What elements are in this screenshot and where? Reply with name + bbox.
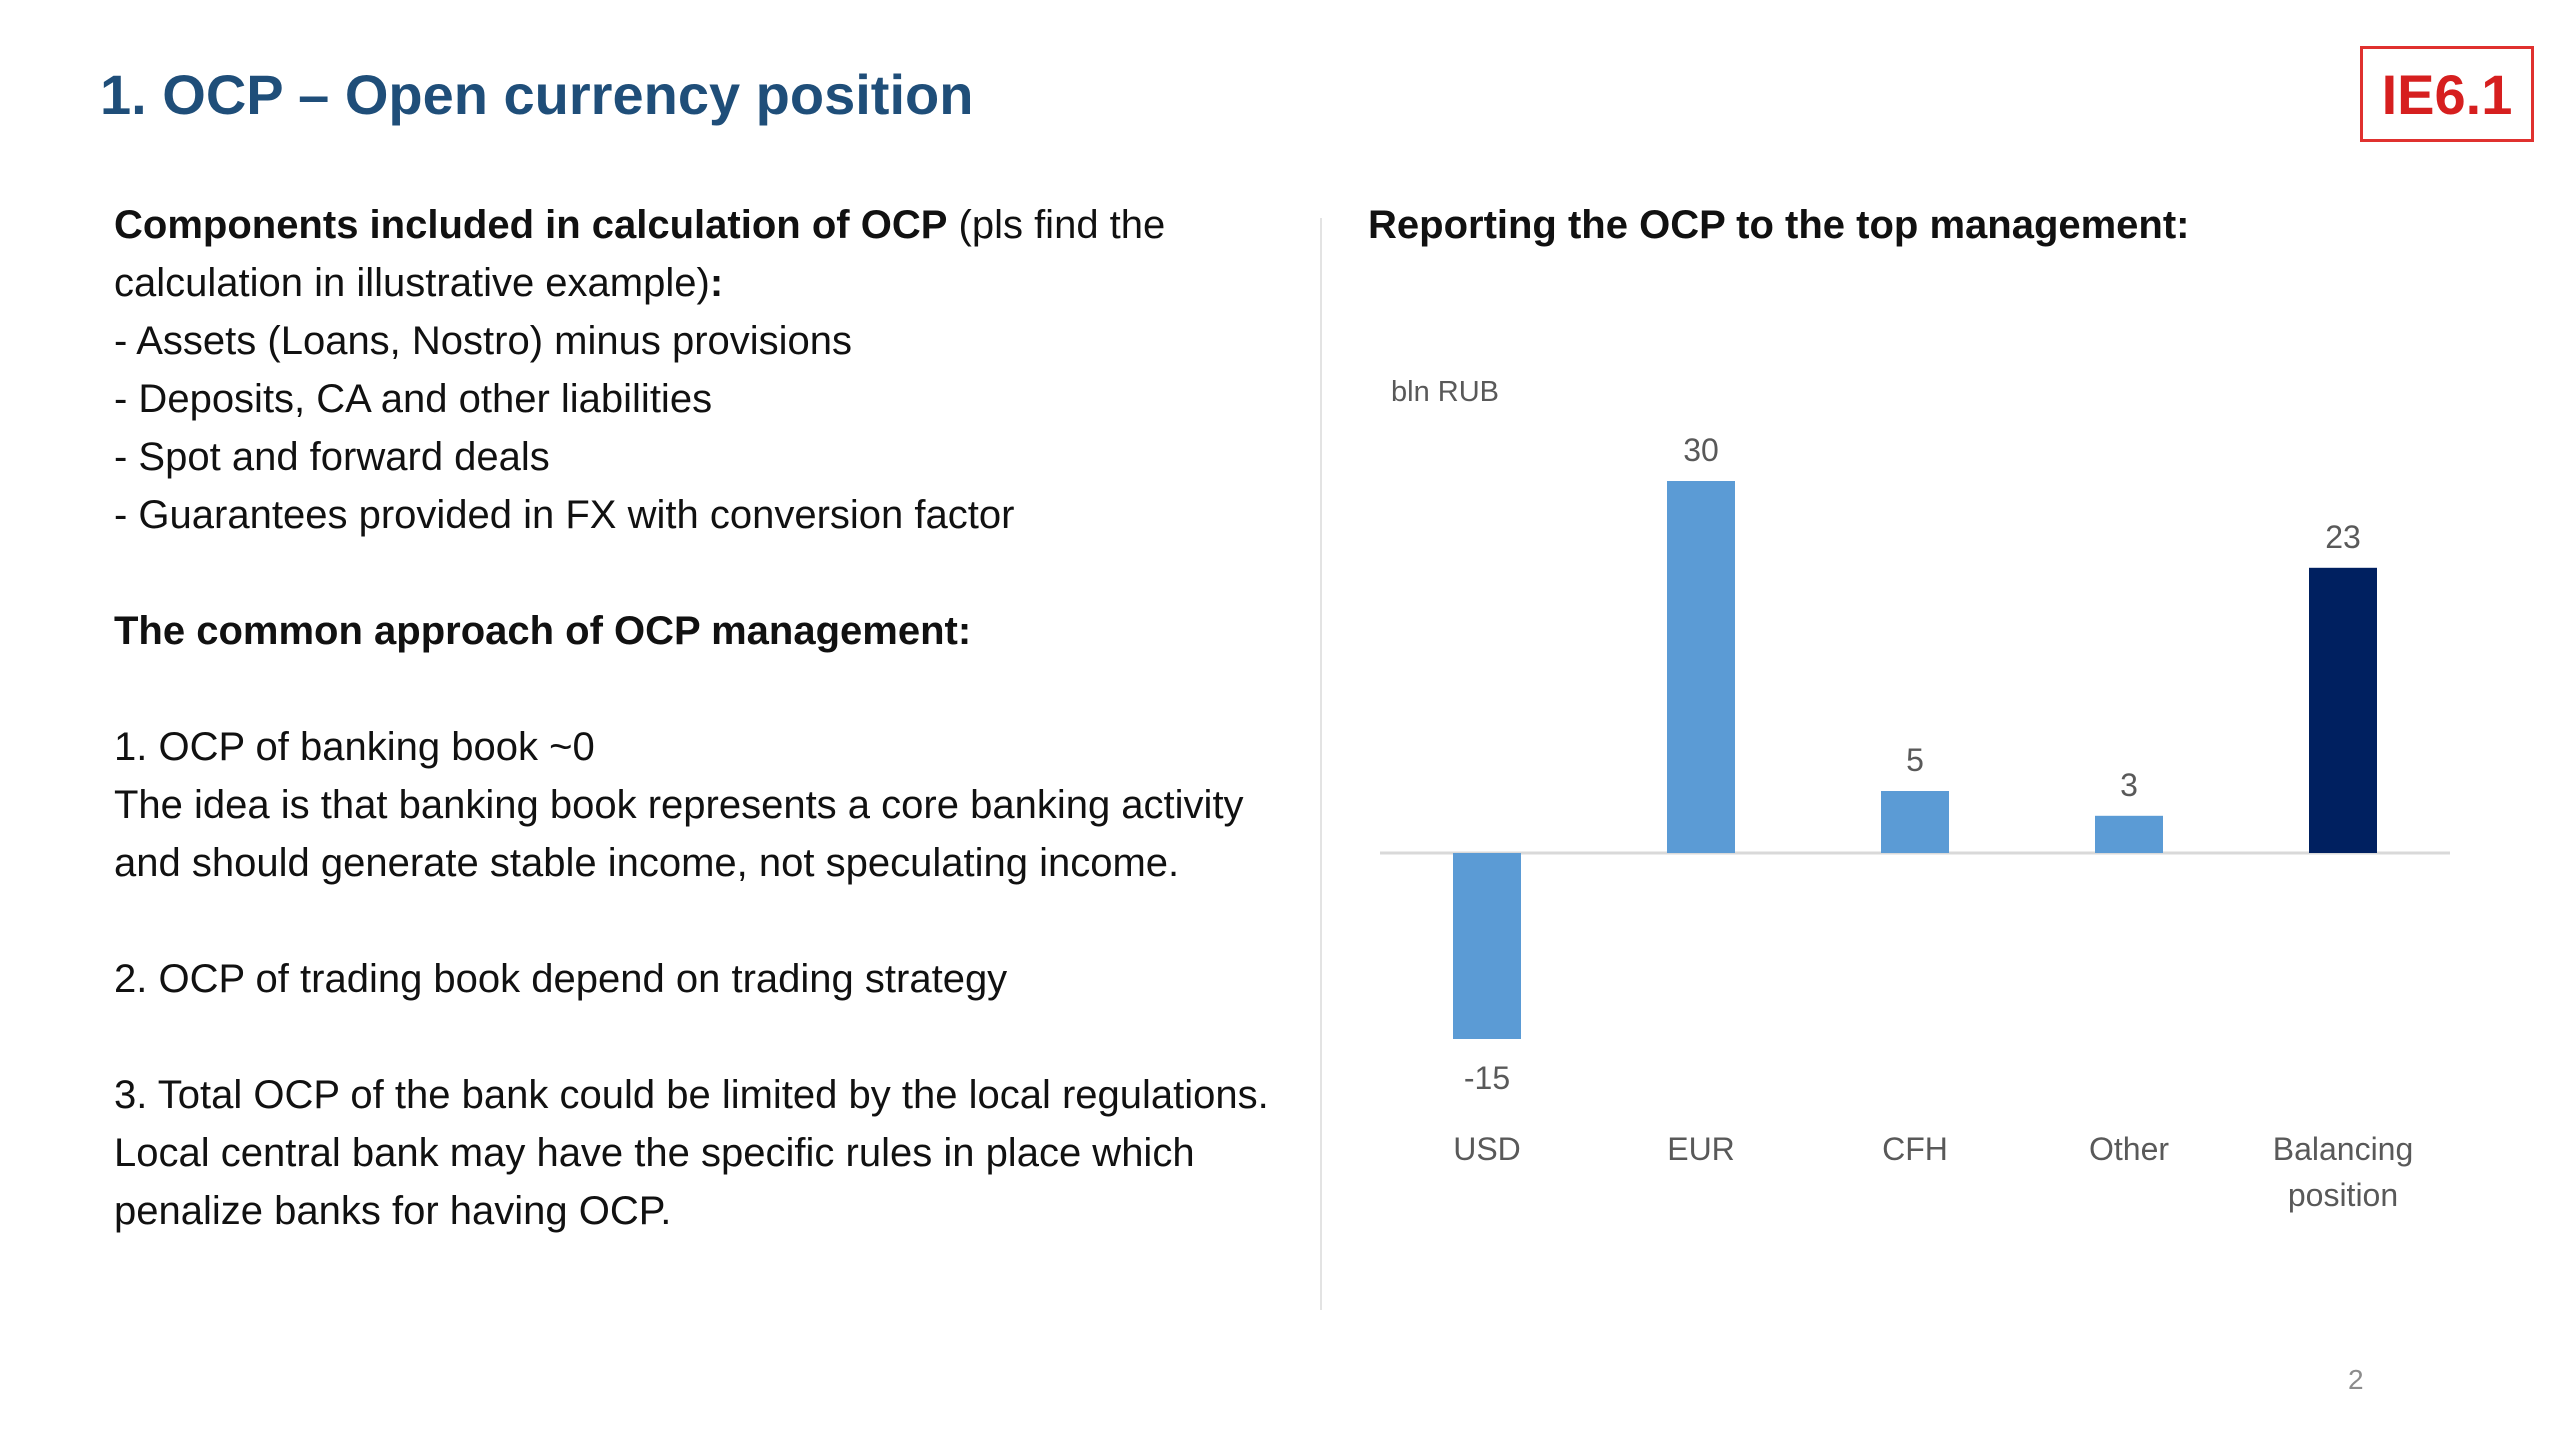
bullet-item: - Spot and forward deals [114, 435, 550, 479]
data-label: 23 [2325, 519, 2361, 555]
point3: 3. Total OCP of the bank could be limite… [114, 1073, 1269, 1233]
approach-heading: The common approach of OCP management: [114, 609, 972, 653]
data-label: 5 [1906, 742, 1924, 778]
bar-eur [1667, 481, 1735, 853]
category-label: CFH [1882, 1131, 1948, 1167]
page-title: 1. OCP – Open currency position [100, 63, 974, 126]
category-label: Balancing [2273, 1131, 2414, 1167]
components-heading: Components included in calculation of OC… [114, 203, 948, 247]
components-note: (pls find the calculation in illustrativ… [114, 203, 1166, 305]
bar-balancing-position [2309, 567, 2377, 853]
bullet-item: - Deposits, CA and other liabilities [114, 377, 713, 421]
components-paragraph: Components included in calculation of OC… [114, 196, 1314, 312]
category-label: EUR [1667, 1131, 1735, 1167]
data-label: -15 [1464, 1060, 1510, 1096]
point1-body: The idea is that banking book represents… [114, 783, 1244, 885]
bar-usd [1453, 853, 1521, 1039]
bar-cfh [1881, 791, 1949, 853]
bar-other [2095, 815, 2163, 853]
components-colon: : [709, 261, 724, 305]
data-label: 3 [2120, 767, 2138, 803]
category-label: USD [1453, 1131, 1521, 1167]
column-divider [1320, 218, 1322, 1310]
point1-title: 1. OCP of banking book ~0 [114, 725, 595, 769]
chart-heading: Reporting the OCP to the top management: [1368, 203, 2190, 247]
left-text-panel: Components included in calculation of OC… [114, 196, 1314, 1240]
unit-label: bln RUB [1391, 376, 1499, 408]
page-number: 2 [2348, 1364, 2364, 1395]
point2: 2. OCP of trading book depend on trading… [114, 957, 1008, 1001]
category-label: Other [2089, 1131, 2169, 1167]
slide-tag-badge: IE6.1 [2360, 46, 2534, 142]
category-label: position [2288, 1177, 2398, 1213]
bullet-item: - Assets (Loans, Nostro) minus provision… [114, 319, 853, 363]
bullet-item: - Guarantees provided in FX with convers… [114, 493, 1015, 537]
data-label: 30 [1683, 432, 1719, 468]
